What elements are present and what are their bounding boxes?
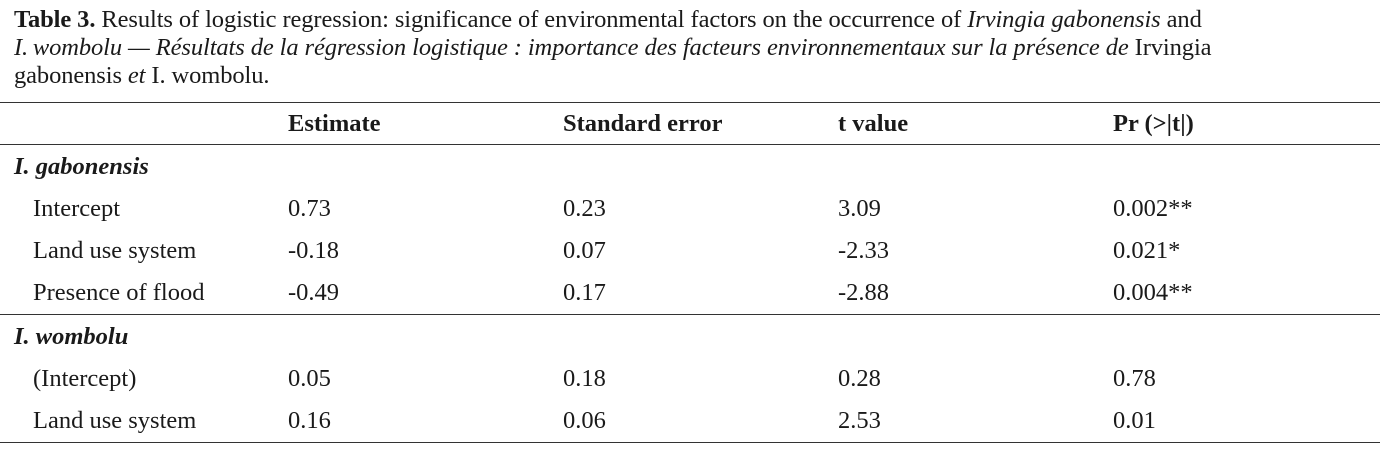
caption-text-2: and (1160, 6, 1202, 33)
top-rule (0, 102, 1380, 103)
standard-error-cell: 0.07 (563, 237, 606, 264)
table-caption: Table 3. Results of logistic regression:… (14, 6, 1374, 90)
p-value-cell: 0.021* (1113, 237, 1181, 264)
standard-error-cell: 0.18 (563, 365, 606, 392)
row-label: Intercept (33, 195, 121, 222)
group-heading: I. gabonensis (14, 153, 149, 180)
t-value-cell: 0.28 (838, 365, 881, 392)
column-header-t-value: t value (838, 110, 909, 137)
caption-text-5: I. wombolu. (145, 62, 270, 89)
estimate-cell: 0.16 (288, 407, 331, 434)
t-value-cell: -2.88 (838, 279, 890, 306)
column-header-estimate: Estimate (288, 110, 381, 137)
caption-text-4: gabonensis (14, 62, 128, 89)
estimate-cell: -0.49 (288, 279, 340, 306)
p-value-cell: 0.002** (1113, 195, 1193, 222)
p-value-cell: 0.78 (1113, 365, 1156, 392)
caption-et-italic: et (127, 62, 146, 89)
t-value-cell: -2.33 (838, 237, 890, 264)
estimate-cell: 0.73 (288, 195, 331, 222)
caption-french-italic: I. wombolu — Résultats de la régression … (14, 34, 1129, 61)
p-value-cell: 0.01 (1113, 407, 1156, 434)
standard-error-cell: 0.06 (563, 407, 606, 434)
group-divider-rule (0, 314, 1380, 315)
standard-error-cell: 0.17 (563, 279, 606, 306)
caption-label: Table 3. (14, 6, 96, 33)
column-header-p-value: Pr (>|t|) (1113, 110, 1194, 137)
caption-species-italic: Irvingia gabonensis (967, 6, 1161, 33)
caption-text-3: Irvingia (1128, 34, 1212, 61)
t-value-cell: 3.09 (838, 195, 881, 222)
estimate-cell: 0.05 (288, 365, 331, 392)
row-label: Land use system (33, 407, 197, 434)
caption-text-1: Results of logistic regression: signific… (95, 6, 968, 33)
t-value-cell: 2.53 (838, 407, 881, 434)
row-label: Presence of flood (33, 279, 205, 306)
row-label: (Intercept) (33, 365, 137, 392)
header-rule (0, 144, 1380, 145)
estimate-cell: -0.18 (288, 237, 340, 264)
p-value-cell: 0.004** (1113, 279, 1193, 306)
standard-error-cell: 0.23 (563, 195, 606, 222)
column-header-standard-error: Standard error (563, 110, 723, 137)
bottom-rule (0, 442, 1380, 443)
group-heading: I. wombolu (14, 323, 129, 350)
row-label: Land use system (33, 237, 197, 264)
